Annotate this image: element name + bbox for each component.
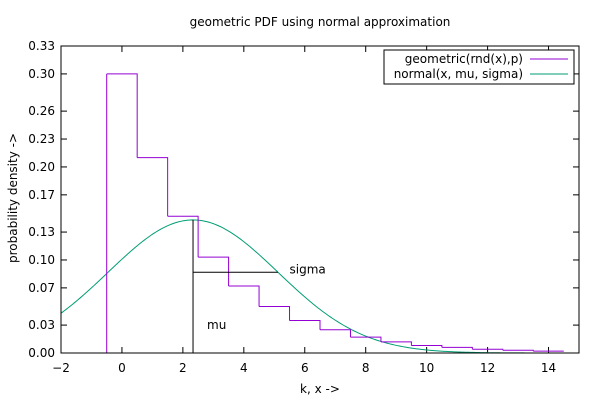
geometric-step — [106, 73, 138, 158]
geometric-step — [502, 349, 534, 352]
legend-box — [383, 49, 575, 85]
y-tick-label: 0.00 — [28, 346, 55, 360]
plot-frame — [60, 45, 580, 354]
y-axis-label-text: probability density -> — [6, 133, 20, 263]
x-tick-label: −2 — [52, 361, 70, 375]
y-tick-label: 0.33 — [28, 39, 55, 53]
x-tick-label: 8 — [362, 361, 370, 375]
y-tick-label: 0.23 — [28, 132, 55, 146]
x-tick-label: 4 — [240, 361, 248, 375]
legend-label-normal: normal(x, mu, sigma) — [394, 67, 523, 81]
geometric-step — [228, 285, 260, 307]
x-tick-label: 12 — [480, 361, 495, 375]
x-tick-label: 14 — [541, 361, 556, 375]
x-axis-label: k, x -> — [300, 382, 340, 396]
y-tick-label: 0.17 — [28, 188, 55, 202]
geometric-step — [198, 256, 230, 287]
legend-label-geometric: geometric(rnd(x),p) — [405, 52, 523, 66]
y-axis-label: probability density -> — [6, 133, 20, 263]
geometric-step — [289, 319, 321, 330]
ticks: −2 0 2 4 6 8 10 12 14 0.00 0.03 0.07 0.10 0.13 0.17 0.2… — [28, 39, 579, 375]
y-tick-label: 0.30 — [28, 67, 55, 81]
y-tick-label: 0.26 — [28, 104, 55, 118]
y-tick-label: 0.03 — [28, 318, 55, 332]
geometric-step — [411, 345, 443, 348]
x-tick-label: 10 — [419, 361, 434, 375]
sigma-label: sigma — [290, 262, 326, 276]
series-layer — [60, 73, 579, 354]
normal-curve — [60, 219, 579, 354]
y-tick-label: 0.20 — [28, 160, 55, 174]
x-tick-label: 0 — [118, 361, 126, 375]
chart-title: geometric PDF using normal approximation — [190, 15, 451, 29]
geometric-step — [441, 346, 473, 350]
geometric-step — [380, 341, 412, 346]
y-tick-label: 0.10 — [28, 253, 55, 267]
legend: geometric(rnd(x),p) normal(x, mu, sigma) — [383, 49, 575, 85]
x-tick-label: 2 — [179, 361, 187, 375]
annotations: mu sigma — [192, 219, 326, 353]
geometric-step — [259, 305, 291, 321]
y-tick-label: 0.13 — [28, 225, 55, 239]
geometric-step — [167, 215, 199, 258]
mu-label: mu — [207, 318, 226, 332]
geometric-step — [137, 157, 169, 217]
y-tick-label: 0.07 — [28, 281, 55, 295]
x-tick-label: 6 — [301, 361, 309, 375]
geometric-step — [320, 329, 351, 338]
geometric-step — [350, 336, 382, 342]
